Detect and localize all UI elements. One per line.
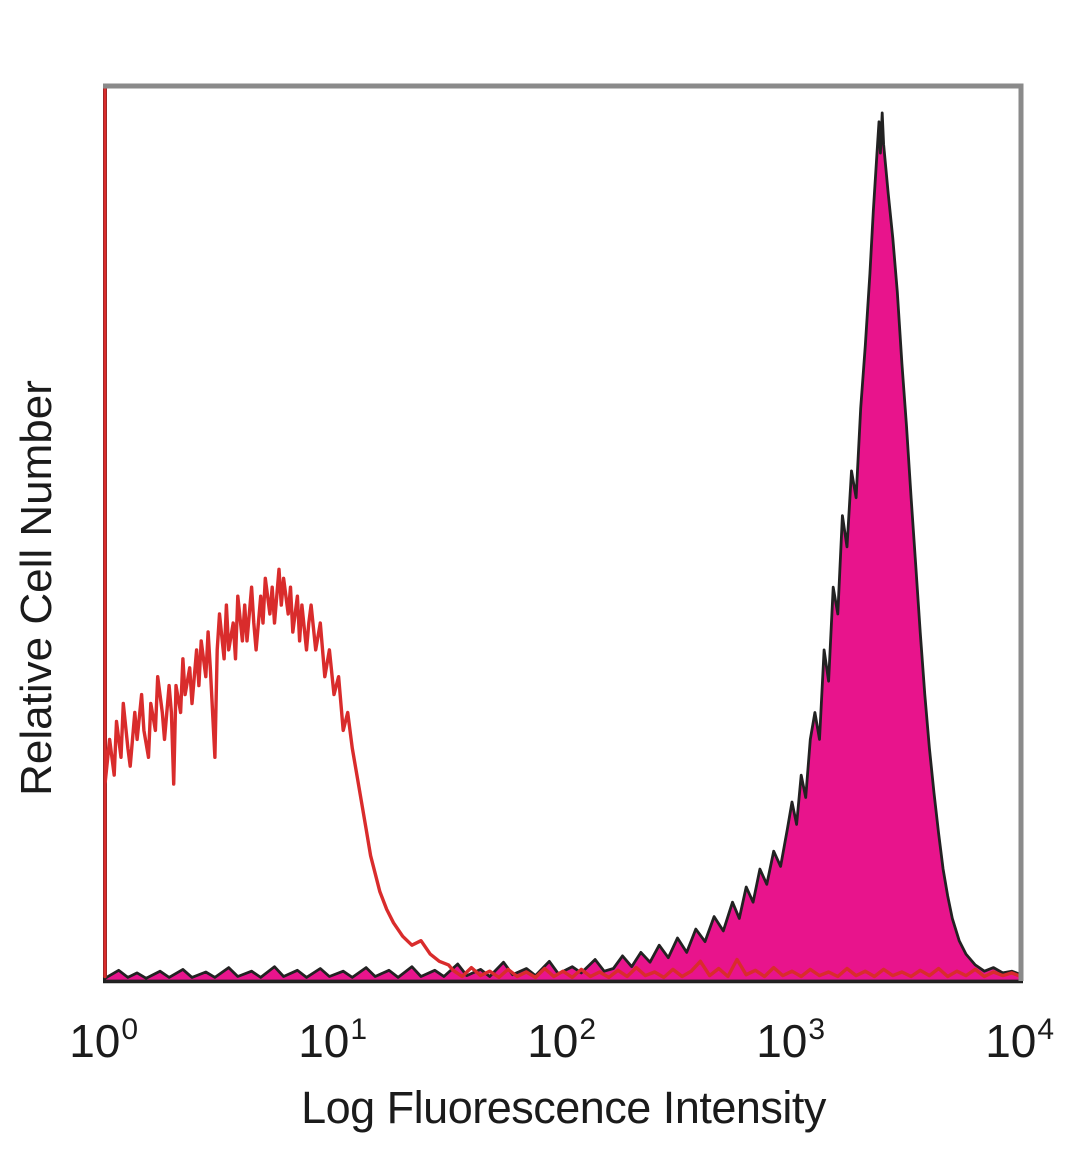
x-tick-base: 10 xyxy=(298,1015,350,1067)
x-tick-exponent: 3 xyxy=(808,1012,826,1046)
x-tick-10e0: 100 xyxy=(69,1012,139,1068)
series-stained-sample xyxy=(103,111,1023,983)
x-tick-10e3: 103 xyxy=(756,1012,826,1068)
x-tick-base: 10 xyxy=(527,1015,579,1067)
x-tick-base: 10 xyxy=(985,1015,1037,1067)
x-tick-exponent: 0 xyxy=(121,1012,139,1046)
x-tick-exponent: 2 xyxy=(579,1012,597,1046)
plot-frame-layer xyxy=(103,83,1024,981)
x-tick-exponent: 1 xyxy=(350,1012,368,1046)
series-isotype-control xyxy=(103,84,1023,980)
y-axis-label: Relative Cell Number xyxy=(12,380,61,796)
x-tick-exponent: 4 xyxy=(1037,1012,1055,1046)
histogram-series-layer xyxy=(103,84,1023,983)
x-tick-base: 10 xyxy=(69,1015,121,1067)
plot-border xyxy=(103,83,1024,981)
x-tick-base: 10 xyxy=(756,1015,808,1067)
x-axis-ticks: 100 101 102 103 104 xyxy=(0,1012,1080,1084)
x-tick-10e1: 101 xyxy=(298,1012,368,1068)
x-tick-10e2: 102 xyxy=(527,1012,597,1068)
x-axis-label: Log Fluorescence Intensity xyxy=(301,1082,826,1133)
x-tick-10e4: 104 xyxy=(985,1012,1055,1068)
